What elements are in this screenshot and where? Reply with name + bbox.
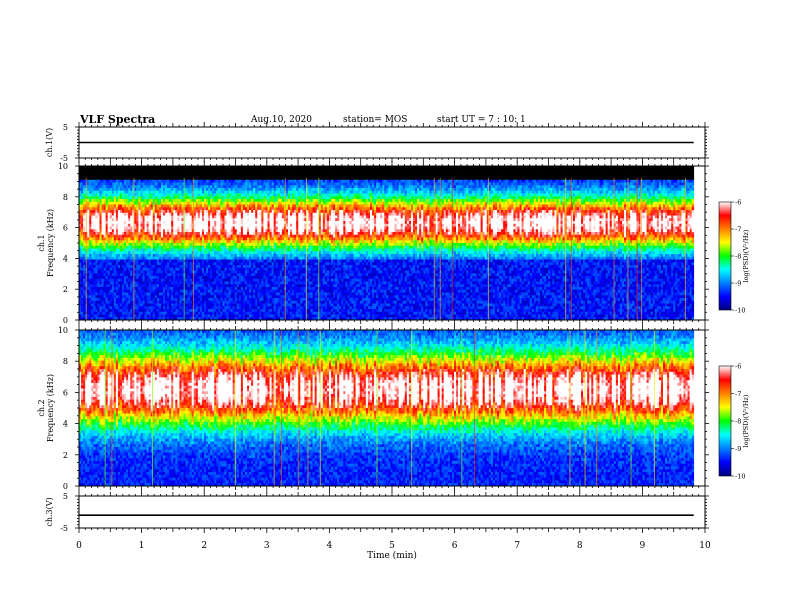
y-tick-label: 6 [63, 388, 68, 397]
x-tick-label: 4 [327, 541, 333, 551]
y-tick-label: 4 [63, 254, 68, 263]
colorbar-label: log(PSD)(V²/Hz) [742, 229, 750, 282]
colorbar-label: log(PSD)(V²/Hz) [742, 394, 750, 447]
colorbar-2: -6 -7 -8 -9 -10 log(PSD)(V²/Hz) [719, 363, 750, 481]
y-axis-label: ch.3(V) [45, 497, 54, 526]
colorbar-1: -6 -7 -8 -9 -10 log(PSD)(V²/Hz) [719, 199, 750, 315]
x-tick-label: 10 [699, 541, 711, 551]
y-tick-label: 2 [63, 451, 68, 460]
y-tick-label: 0 [63, 316, 68, 325]
y-axis-label: Frequency (kHz) [46, 209, 55, 277]
y-tick-label: 8 [63, 357, 68, 366]
colorbar-tick-label: -7 [735, 226, 741, 234]
spectrogram-2 [79, 330, 694, 486]
x-tick-label: 2 [201, 541, 207, 551]
y-tick-label: 10 [58, 162, 68, 171]
panel-frame [79, 496, 705, 528]
y-tick-label: 5 [63, 123, 68, 132]
y-tick-label: 6 [63, 224, 68, 233]
x-tick-label: 3 [264, 541, 270, 551]
colorbar-tick-label: -9 [735, 445, 741, 453]
y-axis-label: ch.1(V) [45, 128, 54, 157]
y-axis-label: ch.1 [37, 234, 46, 251]
x-tick-label: 0 [76, 541, 82, 551]
colorbar-tick-label: -10 [735, 473, 745, 481]
y-axis-label: ch.2 [37, 399, 46, 416]
x-tick-label: 5 [389, 541, 395, 551]
colorbar-bar [719, 366, 731, 476]
x-tick-label: 8 [577, 541, 583, 551]
y-tick-label: 2 [63, 285, 68, 294]
colorbar-tick-label: -9 [735, 280, 741, 288]
colorbar-tick-label: -6 [735, 363, 741, 371]
colorbar-tick-label: -7 [735, 390, 741, 398]
colorbar-tick-label: -8 [735, 418, 741, 426]
y-tick-label: 8 [63, 193, 68, 202]
colorbar-tick-label: -6 [735, 199, 741, 207]
colorbar-bar [719, 202, 731, 310]
x-tick-label: 1 [139, 541, 145, 551]
y-tick-label: 4 [63, 420, 68, 429]
y-tick-label: 5 [63, 492, 68, 501]
y-tick-label: -5 [60, 524, 68, 533]
x-tick-label: 9 [640, 541, 646, 551]
y-tick-label: 0 [63, 482, 68, 491]
x-tick-label: 7 [514, 541, 520, 551]
y-tick-label: 10 [58, 326, 68, 335]
colorbar-tick-label: -10 [735, 307, 745, 315]
x-tick-label: 6 [452, 541, 458, 551]
x-axis-label: Time (min) [367, 550, 417, 561]
colorbar-tick-label: -8 [735, 253, 741, 261]
y-axis-label: Frequency (kHz) [46, 374, 55, 442]
spectrogram-1 [79, 166, 694, 320]
panel-4-axes: 5 -5 ch.3(V) [45, 491, 709, 533]
